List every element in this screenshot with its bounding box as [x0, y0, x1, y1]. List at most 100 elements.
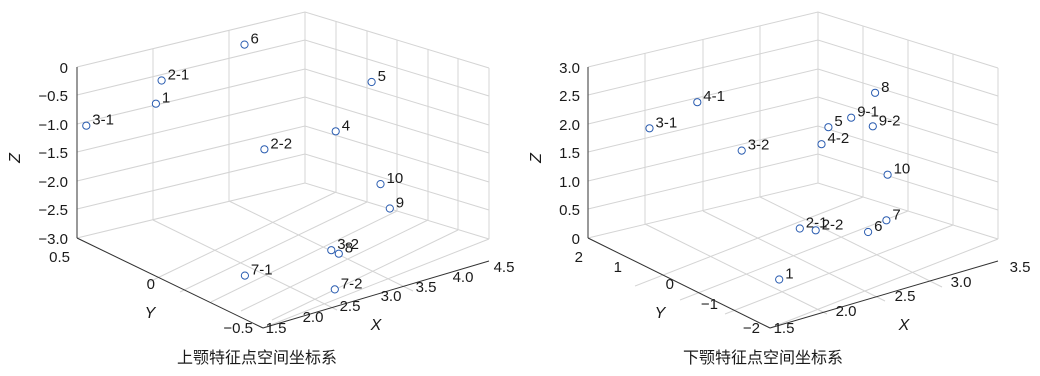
- upper-z-tick: −2.5: [38, 202, 68, 219]
- lower-z-tick: 2.5: [559, 88, 580, 105]
- data-point-label: 3-2: [748, 137, 770, 154]
- lower-z-tick: 2.0: [559, 117, 580, 134]
- data-point-label: 10: [387, 170, 404, 187]
- upper-y-tick: 0: [147, 276, 155, 293]
- upper-axes: [76, 67, 490, 329]
- data-point-label: 7: [892, 206, 900, 223]
- data-point: [847, 113, 856, 122]
- data-point: [157, 76, 166, 85]
- data-point-label: 2-1: [806, 215, 828, 232]
- lower-y-axis-label: Y: [655, 305, 667, 322]
- upper-x-tick: 4.5: [494, 259, 515, 276]
- data-point: [868, 122, 877, 131]
- data-point-label: 9-2: [879, 112, 901, 129]
- data-point: [240, 271, 249, 280]
- lower-z-axis-label: Z: [528, 152, 545, 164]
- data-point: [260, 145, 269, 154]
- lower-x-ticks: 1.5 2.0 2.5 3.0 3.5: [774, 259, 1031, 337]
- upper-y-ticks: 0.5 0 −0.5: [49, 249, 253, 337]
- data-point-label: 7-1: [251, 262, 273, 279]
- data-point: [385, 204, 394, 213]
- lower-z-tick: 1.5: [559, 145, 580, 162]
- data-point-label: 8: [345, 240, 353, 257]
- lower-x-tick: 3.0: [951, 274, 972, 291]
- upper-x-tick: 3.5: [416, 279, 437, 296]
- data-point-label: 9-1: [857, 104, 879, 121]
- upper-z-ticks: 0 −0.5 −1.0 −1.5 −2.0 −2.5 −3.0: [38, 60, 68, 248]
- lower-axes: [587, 67, 999, 329]
- data-point: [864, 227, 873, 237]
- lower-z-tick: 0: [572, 231, 580, 248]
- data-point-label: 4-2: [828, 130, 850, 147]
- upper-x-tick: 3.0: [381, 288, 402, 305]
- upper-y-tick: −0.5: [223, 320, 253, 337]
- data-point: [330, 285, 339, 294]
- data-point: [824, 123, 833, 132]
- upper-chart-subtitle: 上颚特征点空间坐标系: [177, 349, 337, 367]
- lower-y-tick: −2: [743, 320, 760, 337]
- data-point: [327, 246, 336, 255]
- upper-z-tick: −1.0: [38, 117, 68, 134]
- lower-z-tick: 3.0: [559, 60, 580, 77]
- lower-y-tick: 0: [666, 276, 674, 293]
- data-point-label: 5: [834, 113, 842, 130]
- data-point-label: 3-2: [337, 236, 359, 253]
- lower-y-tick: 2: [575, 249, 583, 266]
- data-point-label: 2-2: [270, 135, 292, 152]
- upper-x-tick: 2.5: [340, 298, 361, 315]
- lower-z-tick: 1.0: [559, 174, 580, 191]
- data-point: [883, 170, 892, 179]
- upper-y-axis-label: Y: [145, 305, 157, 322]
- lower-x-tick: 3.5: [1010, 259, 1031, 276]
- upper-z-tick: 0: [60, 60, 68, 77]
- lower-y-tick: 1: [614, 259, 622, 276]
- data-point-label: 10: [894, 161, 911, 178]
- upper-x-axis-label: X: [370, 317, 383, 334]
- data-point: [240, 40, 249, 49]
- data-point-label: 3-1: [92, 112, 114, 129]
- data-point: [795, 224, 804, 233]
- lower-x-tick: 2.0: [836, 303, 857, 320]
- lower-chart-subtitle: 下颚特征点空间坐标系: [683, 349, 843, 367]
- upper-x-tick: 1.5: [266, 320, 287, 337]
- data-point-label: 6: [874, 218, 882, 235]
- data-point-label: 6: [251, 31, 259, 48]
- data-point-label: 3-1: [656, 114, 678, 131]
- upper-data-points: 3-1 1 2-1 6 2-2 5 4 10 9 7-1 3-28 7-2: [82, 31, 404, 294]
- lower-z-tick: 0.5: [559, 202, 580, 219]
- data-point-label: 1: [785, 266, 793, 283]
- lower-x-tick: 1.5: [774, 320, 795, 337]
- lower-y-tick: −1: [701, 296, 718, 313]
- upper-z-axis-label: Z: [7, 152, 24, 164]
- data-point: [737, 146, 746, 155]
- upper-x-tick: 4.0: [453, 269, 474, 286]
- upper-z-tick: −0.5: [38, 88, 68, 105]
- data-point: [811, 226, 820, 235]
- data-point: [334, 249, 343, 258]
- data-point-label: 1: [162, 90, 170, 107]
- upper-z-tick: −2.0: [38, 174, 68, 191]
- data-point: [82, 121, 91, 130]
- lower-x-tick: 2.5: [895, 288, 916, 305]
- lower-y-ticks: 2 1 0 −1 −2: [575, 249, 760, 337]
- data-point: [376, 180, 385, 189]
- data-point: [775, 275, 784, 284]
- data-point: [331, 127, 340, 136]
- upper-z-tick: −1.5: [38, 145, 68, 162]
- data-point-label: 8: [881, 79, 889, 96]
- lower-jaw-chart: 3.0 2.5 2.0 1.5 1.0 0.5 0 2 1 0 −1 −2 1.…: [528, 11, 1031, 367]
- data-point: [871, 88, 880, 97]
- lower-z-ticks: 3.0 2.5 2.0 1.5 1.0 0.5 0: [559, 60, 580, 248]
- upper-z-tick: −3.0: [38, 231, 68, 248]
- data-point-label: 2-2: [822, 216, 844, 233]
- data-point-label: 4: [342, 117, 350, 134]
- data-point-label: 4-1: [703, 88, 725, 105]
- upper-y-tick: 0.5: [49, 249, 70, 266]
- lower-data-points: 4-1 3-1 3-2 8 5 9-19-2 4-2 10 2-12-2 67 1: [645, 79, 911, 284]
- data-point-label: 2-1: [168, 67, 190, 84]
- data-point: [693, 98, 702, 107]
- data-point-label: 7-2: [341, 275, 363, 292]
- upper-x-tick: 2.0: [303, 309, 324, 326]
